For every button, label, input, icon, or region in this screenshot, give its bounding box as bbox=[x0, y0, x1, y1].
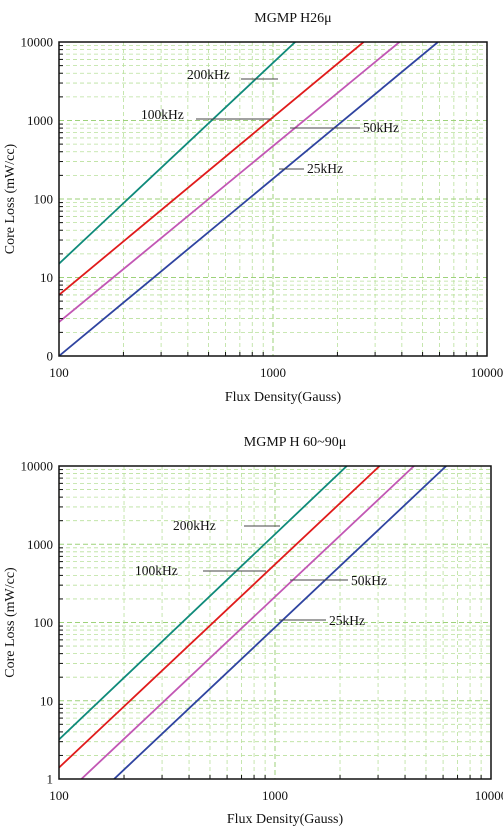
y-tick-label: 10 bbox=[40, 693, 53, 708]
plot-frame bbox=[58, 465, 492, 780]
series-line-25kHz bbox=[113, 466, 447, 779]
y-axis-label: Core Loss (mW/cc) bbox=[3, 567, 18, 678]
x-tick-label: 1000 bbox=[260, 365, 286, 380]
y-tick-label: 10000 bbox=[21, 459, 54, 474]
chart-title: MGMP H26μ bbox=[254, 11, 331, 26]
series-label: 100kHz bbox=[141, 107, 184, 122]
x-axis-label: Flux Density(Gauss) bbox=[225, 390, 342, 405]
series-label: 50kHz bbox=[363, 120, 399, 135]
series-line-100kHz bbox=[59, 466, 381, 769]
series-label: 200kHz bbox=[173, 518, 216, 533]
y-tick-label: 100 bbox=[34, 615, 54, 630]
y-tick-label: 0 bbox=[47, 349, 54, 364]
chart-title: MGMP H 60~90μ bbox=[244, 435, 346, 450]
x-tick-label: 1000 bbox=[262, 788, 288, 803]
y-tick-label: 1 bbox=[47, 772, 54, 787]
series-line-25kHz bbox=[59, 42, 439, 356]
y-tick-label: 1000 bbox=[27, 537, 53, 552]
x-tick-label: 100 bbox=[49, 365, 69, 380]
x-axis-label: Flux Density(Gauss) bbox=[227, 812, 344, 827]
x-tick-label: 10000 bbox=[475, 788, 503, 803]
series-label: 200kHz bbox=[187, 67, 230, 82]
series-label: 25kHz bbox=[329, 613, 365, 628]
y-axis-label: Core Loss (mW/cc) bbox=[3, 143, 18, 254]
y-tick-label: 10 bbox=[40, 270, 53, 285]
series-label: 100kHz bbox=[135, 563, 178, 578]
y-tick-label: 100 bbox=[34, 192, 54, 207]
series-line-200kHz bbox=[59, 466, 348, 741]
y-tick-label: 1000 bbox=[27, 113, 53, 128]
plot-frame bbox=[58, 41, 488, 357]
series-label: 50kHz bbox=[351, 573, 387, 588]
series-line-50kHz bbox=[80, 466, 415, 779]
series-line-100kHz bbox=[59, 42, 365, 296]
x-tick-label: 100 bbox=[49, 788, 69, 803]
series-label: 25kHz bbox=[307, 161, 343, 176]
x-tick-label: 10000 bbox=[471, 365, 503, 380]
series-line-50kHz bbox=[59, 42, 401, 323]
y-tick-label: 10000 bbox=[21, 35, 54, 50]
